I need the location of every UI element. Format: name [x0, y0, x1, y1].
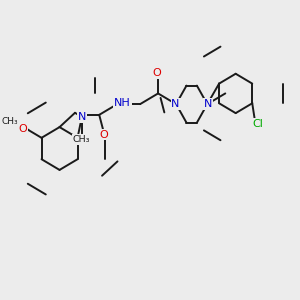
Text: Cl: Cl	[253, 119, 263, 129]
Text: O: O	[19, 124, 27, 134]
Text: N: N	[204, 99, 212, 109]
Text: O: O	[100, 130, 109, 140]
Text: N: N	[171, 99, 180, 109]
Text: CH₃: CH₃	[1, 117, 18, 126]
Text: N: N	[78, 112, 86, 122]
Text: CH₃: CH₃	[73, 135, 90, 144]
Text: NH: NH	[114, 98, 131, 108]
Text: N: N	[172, 99, 180, 109]
Text: O: O	[152, 68, 161, 78]
